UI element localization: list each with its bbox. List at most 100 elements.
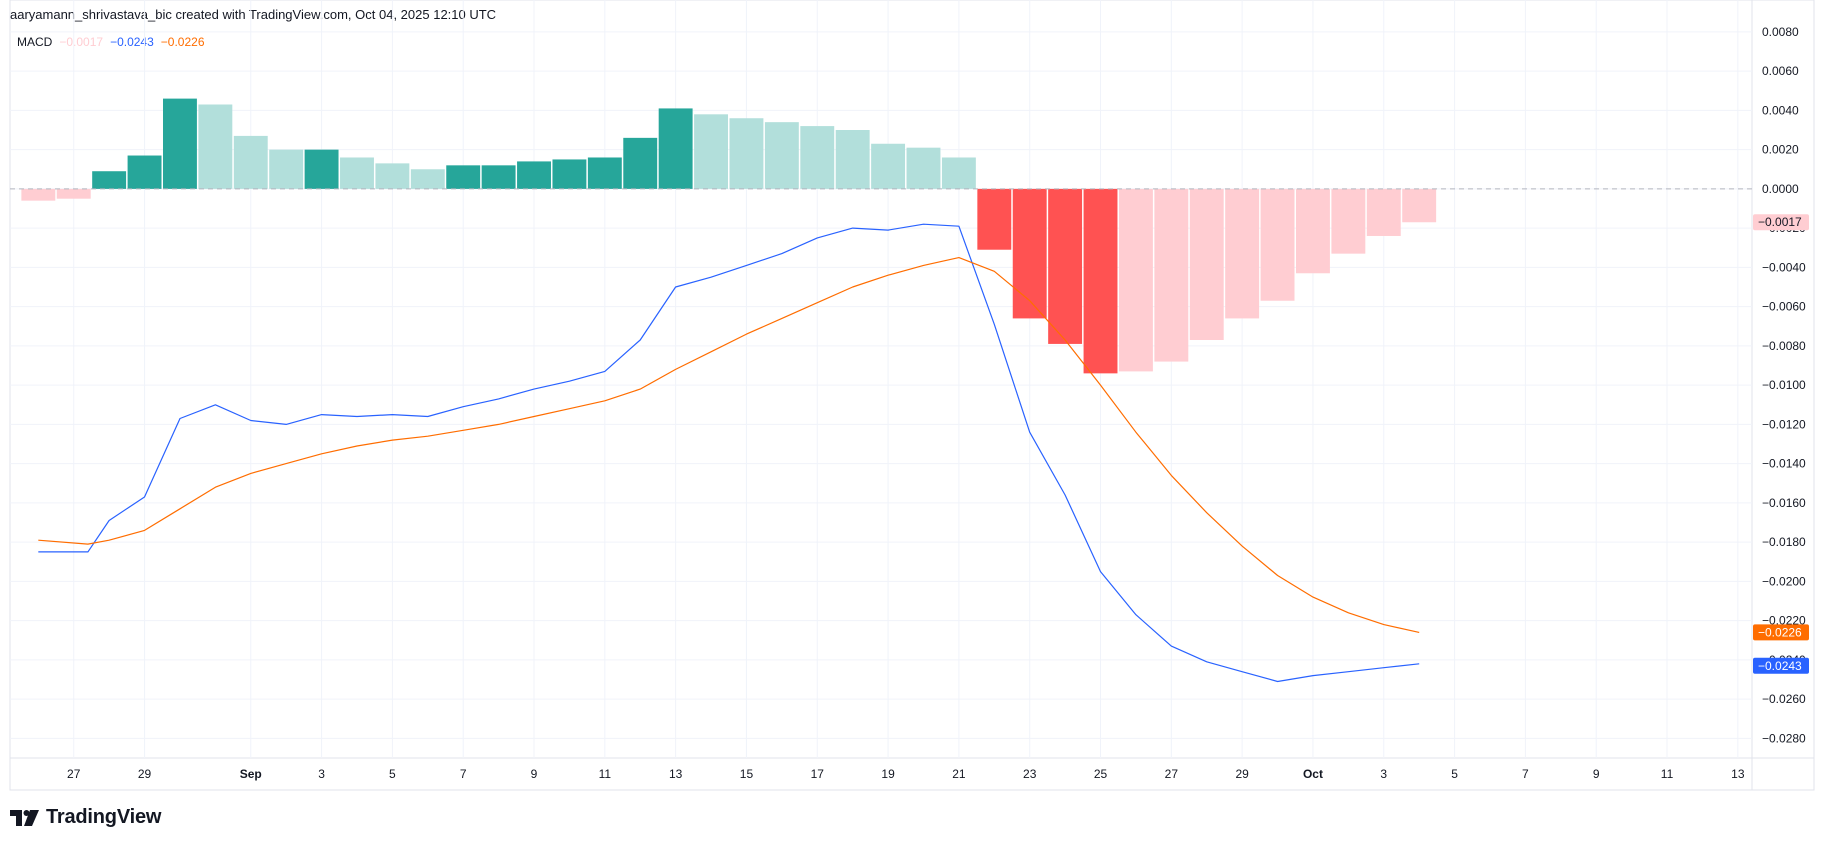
time-tick-label: 13 — [669, 767, 683, 781]
time-tick-label: 27 — [1165, 767, 1179, 781]
histogram-bar — [1154, 188, 1189, 362]
histogram-bar — [127, 155, 162, 189]
price-badge-label: −0.0226 — [1758, 625, 1802, 639]
histogram-bar — [1118, 188, 1153, 372]
price-tick-label: 0.0040 — [1762, 103, 1799, 117]
histogram-bar — [694, 114, 729, 189]
legend-histogram-value: −0.0017 — [59, 35, 104, 49]
chart-caption: aaryamann_shrivastava_bic created with T… — [10, 7, 497, 22]
price-tick-label: −0.0200 — [1762, 574, 1806, 588]
histogram-bar — [269, 149, 304, 189]
histogram-bar — [800, 126, 835, 189]
time-tick-label: 5 — [1451, 767, 1458, 781]
time-tick-label: 23 — [1023, 767, 1037, 781]
histogram-bar — [1402, 188, 1437, 223]
price-tick-label: 0.0000 — [1762, 182, 1799, 196]
time-tick-label: 11 — [599, 767, 612, 781]
histogram-bar — [233, 135, 268, 189]
price-badge — [1753, 214, 1809, 231]
histogram-bar — [481, 165, 516, 189]
legend-macd-value: −0.0243 — [110, 35, 154, 49]
histogram-bar — [729, 118, 764, 189]
histogram-bar — [1083, 188, 1118, 374]
histogram-bar — [1189, 188, 1224, 340]
price-tick-label: −0.0260 — [1762, 692, 1806, 706]
histogram-bar — [587, 157, 622, 189]
time-tick-label: 9 — [531, 767, 538, 781]
histogram-bar — [906, 147, 941, 189]
signal-line — [38, 257, 1420, 633]
histogram-bar — [1296, 188, 1330, 274]
time-tick-label: 11 — [1661, 767, 1674, 781]
histogram-bar — [340, 157, 374, 189]
histogram-bar — [375, 163, 410, 189]
macd-line — [38, 223, 1420, 683]
histogram-bar — [977, 188, 1012, 250]
histogram-bar — [1225, 188, 1260, 319]
time-tick-label: 21 — [952, 767, 966, 781]
time-tick-label: 29 — [1235, 767, 1249, 781]
price-tick-label: −0.0160 — [1762, 496, 1806, 510]
indicator-legend[interactable]: MACD −0.0017 −0.0243 −0.0226 — [17, 35, 205, 49]
tradingview-logo-icon — [10, 809, 39, 826]
histogram-bar — [446, 165, 481, 189]
histogram-bar — [410, 169, 445, 189]
histogram-bar — [1012, 188, 1047, 319]
legend-signal-value: −0.0226 — [160, 35, 205, 49]
time-tick-label: 19 — [881, 767, 895, 781]
price-tick-label: −0.0180 — [1762, 535, 1806, 549]
price-badge — [1753, 657, 1809, 674]
price-tick-label: −0.0220 — [1762, 614, 1806, 628]
price-tick-label: −0.0100 — [1762, 378, 1806, 392]
histogram-bar — [1366, 188, 1401, 236]
time-tick-label: Oct — [1303, 767, 1323, 781]
time-tick-label: 27 — [67, 767, 81, 781]
histogram-bar — [1048, 188, 1083, 344]
histogram-bar — [658, 108, 693, 189]
price-tick-label: −0.0040 — [1762, 260, 1806, 274]
histogram-bar — [56, 188, 91, 199]
time-tick-label: 3 — [318, 767, 325, 781]
time-tick-label: 5 — [389, 767, 396, 781]
histogram-bar — [21, 188, 56, 201]
histogram-bar — [871, 143, 906, 189]
price-badge-label: −0.0017 — [1758, 215, 1802, 229]
time-tick-label: 3 — [1380, 767, 1387, 781]
histogram-bar — [92, 171, 127, 189]
tradingview-logo[interactable]: TradingView — [10, 806, 161, 829]
price-tick-label: 0.0020 — [1762, 143, 1799, 157]
histogram-bar — [941, 157, 976, 189]
legend-indicator-name: MACD — [17, 35, 53, 49]
price-tick-label: −0.0120 — [1762, 417, 1806, 431]
price-tick-label: 0.0080 — [1762, 25, 1799, 39]
time-tick-label: 17 — [811, 767, 825, 781]
histogram-bars — [21, 98, 1437, 374]
price-badge — [1753, 624, 1809, 641]
price-badges: −0.0017 −0.0226 −0.0243 — [1753, 214, 1809, 674]
histogram-bar — [162, 98, 197, 189]
indicator-lines — [38, 223, 1420, 683]
price-tick-label: −0.0140 — [1762, 457, 1806, 471]
price-badge-label: −0.0243 — [1758, 659, 1802, 673]
histogram-bar — [198, 104, 233, 189]
histogram-bar — [304, 149, 339, 189]
time-tick-label: 13 — [1731, 767, 1745, 781]
histogram-bar — [623, 137, 658, 189]
tradingview-logo-text: TradingView — [46, 806, 162, 828]
histogram-bar — [517, 161, 551, 189]
price-tick-label: 0.0060 — [1762, 64, 1799, 78]
time-axis[interactable]: 27 29 Sep 3 5 7 9 11 13 15 17 19 21 23 25 27 29 Oct 3 5 7 9 11… — [67, 767, 1745, 781]
histogram-bar — [835, 130, 870, 189]
price-tick-label: −0.0060 — [1762, 300, 1806, 314]
time-tick-label: 15 — [740, 767, 754, 781]
time-tick-label: 7 — [460, 767, 467, 781]
time-tick-label: 7 — [1522, 767, 1529, 781]
time-tick-label: 29 — [138, 767, 152, 781]
histogram-bar — [552, 159, 587, 189]
time-tick-label: 25 — [1094, 767, 1108, 781]
chart-frame — [9, 0, 1815, 791]
histogram-bar — [764, 122, 799, 189]
price-tick-label: −0.0080 — [1762, 339, 1806, 353]
time-tick-label: 9 — [1593, 767, 1600, 781]
